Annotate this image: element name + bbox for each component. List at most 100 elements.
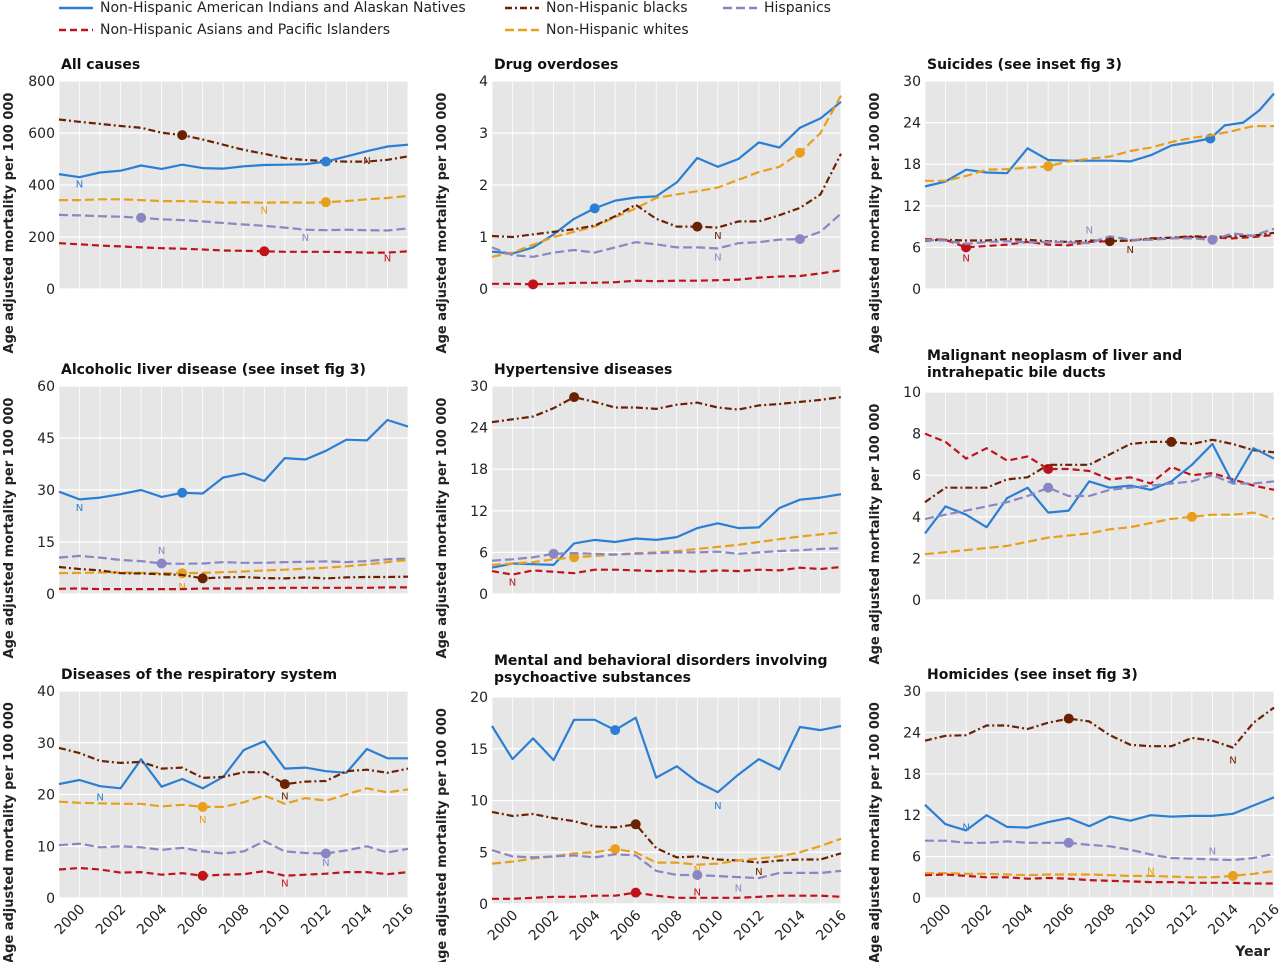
x-tick-label: 2010 <box>1123 902 1160 939</box>
series-line-black <box>58 565 409 580</box>
series-line-aian <box>58 740 408 790</box>
plot-background <box>925 392 1274 600</box>
plot-background <box>492 386 841 594</box>
n-annotation-aian: N <box>962 822 969 833</box>
y-tick-label: 45 <box>37 431 55 447</box>
y-tick-label: 24 <box>903 116 921 132</box>
y-tick-label: 6 <box>912 468 921 484</box>
x-tick-label: 2004 <box>1000 901 1037 938</box>
series-line-white <box>925 870 1275 879</box>
y-tick-label: 6 <box>479 545 488 561</box>
series-marker-aian <box>177 487 188 498</box>
series-marker-aian <box>589 203 600 214</box>
series-marker-black <box>1063 713 1074 724</box>
chart-title: Suicides (see inset fig 3) <box>927 57 1122 73</box>
x-tick-label: 2004 <box>567 907 604 944</box>
x-axis-label: Year <box>1234 944 1270 960</box>
n-annotation-hisp: N <box>1209 847 1216 858</box>
chart-svg: 0 1 2 3 4 Age adjusted mortality per 100 000 N… <box>435 74 842 354</box>
chart-title: All causes <box>61 57 141 73</box>
series-marker-hisp <box>548 548 559 559</box>
series-marker-hisp <box>136 212 147 223</box>
chart-panel: Alcoholic liver disease (see inset fig 3… <box>0 360 414 658</box>
legend-label: Hispanics <box>764 0 831 16</box>
legend-swatch <box>59 28 93 32</box>
n-annotation-aian: N <box>76 180 83 191</box>
legend-item-black: Non-Hispanic blacks <box>504 0 688 16</box>
series-line-aian <box>58 143 409 179</box>
series-line-hisp <box>58 213 409 232</box>
y-axis-label: Age adjusted mortality per 100 000 <box>435 93 450 354</box>
series-line-api <box>58 586 408 591</box>
y-tick-label: 30 <box>37 736 55 752</box>
legend-swatch <box>723 6 757 10</box>
series-line-aian <box>924 442 1275 535</box>
y-tick-label: 15 <box>37 535 55 551</box>
x-tick-label: 2014 <box>1205 901 1242 938</box>
series-marker-hisp <box>1207 234 1218 245</box>
series-line-aian <box>491 716 842 794</box>
x-tick-label: 2016 <box>1246 901 1280 938</box>
y-tick-label: 18 <box>470 462 488 478</box>
y-tick-label: 200 <box>28 230 55 246</box>
legend-label: Non-Hispanic blacks <box>546 0 688 16</box>
legend: Non-Hispanic American Indians and Alaska… <box>0 0 1280 44</box>
y-tick-label: 0 <box>479 587 488 603</box>
legend-item-api: Non-Hispanic Asians and Pacific Islander… <box>58 22 390 38</box>
series-marker-black <box>569 392 580 403</box>
x-tick-label: 2008 <box>649 908 686 945</box>
x-tick-label: 2016 <box>813 907 850 944</box>
x-tick-label: 2004 <box>134 901 171 938</box>
n-annotation-black: N <box>1229 755 1236 766</box>
y-tick-label: 12 <box>903 199 921 215</box>
chart-svg: 0 6 12 18 24 30 Age adjusted mortality per 100… <box>435 379 842 658</box>
chart-svg: 0 15 30 45 60 Age adjusted mortality per 100 … <box>2 379 409 658</box>
x-tick-label: 2010 <box>690 908 727 945</box>
legend-item-aian: Non-Hispanic American Indians and Alaska… <box>58 0 466 16</box>
series-marker-black <box>279 779 290 790</box>
series-line-black <box>924 706 1275 749</box>
n-annotation-white: N <box>261 206 268 217</box>
y-tick-label: 800 <box>28 74 55 90</box>
series-line-api <box>58 866 409 877</box>
x-tick-label: 2008 <box>216 902 253 939</box>
legend-label: Non-Hispanic American Indians and Alaska… <box>100 0 466 16</box>
chart-title: Mental and behavioral disorders involvin… <box>494 653 828 686</box>
series-marker-white <box>1227 870 1238 881</box>
series-marker-white <box>794 147 805 158</box>
series-marker-white <box>320 197 331 208</box>
y-tick-label: 0 <box>46 891 55 907</box>
n-annotation-black: N <box>755 867 762 878</box>
y-tick-label: 18 <box>903 157 921 173</box>
legend-label: Non-Hispanic Asians and Pacific Islander… <box>100 22 391 38</box>
y-tick-label: 18 <box>903 767 921 783</box>
series-line-api <box>58 242 409 254</box>
n-annotation-white: N <box>178 582 185 593</box>
series-line-api <box>492 269 842 286</box>
y-axis-label: Age adjusted mortality per 100 000 <box>868 93 883 354</box>
chart-title: Drug overdoses <box>494 57 619 73</box>
series-line-api <box>924 873 1274 885</box>
y-tick-label: 4 <box>479 74 488 90</box>
y-tick-label: 0 <box>912 282 921 298</box>
chart-svg: 0 200 400 600 800 Age adjusted mortality per … <box>2 74 409 353</box>
series-line-hisp <box>924 474 1275 520</box>
n-annotation-hisp: N <box>1085 226 1092 237</box>
series-line-black <box>924 438 1275 504</box>
x-tick-label: 2016 <box>380 901 417 938</box>
n-annotation-black: N <box>363 156 370 167</box>
series-marker-aian <box>610 725 621 736</box>
series-line-api <box>492 891 842 900</box>
y-tick-label: 0 <box>46 587 55 603</box>
plot-background <box>925 691 1274 898</box>
x-tick-label: 2002 <box>93 902 130 939</box>
n-annotation-black: N <box>281 792 288 803</box>
series-marker-api <box>528 279 539 290</box>
y-tick-label: 0 <box>912 891 921 907</box>
series-marker-hisp <box>794 234 805 245</box>
series-line-hisp <box>491 849 842 880</box>
n-annotation-api: N <box>384 254 391 265</box>
series-line-hisp <box>925 839 1275 862</box>
n-annotation-hisp: N <box>302 233 309 244</box>
series-marker-hisp <box>692 870 703 881</box>
